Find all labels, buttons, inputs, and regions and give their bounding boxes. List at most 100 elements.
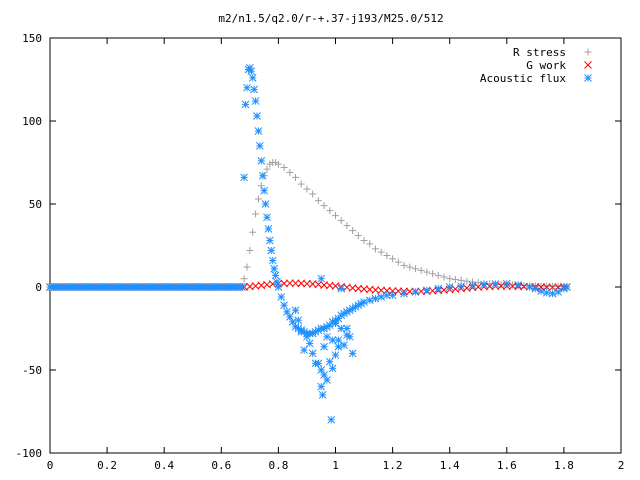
data-point — [303, 332, 311, 341]
data-point — [406, 263, 414, 271]
data-point — [303, 279, 311, 288]
data-point — [274, 160, 282, 168]
data-point — [366, 240, 374, 248]
data-point — [297, 279, 306, 288]
x-tick-label: 0.2 — [97, 459, 117, 472]
data-point — [280, 279, 288, 288]
data-point — [267, 246, 276, 255]
data-point — [300, 346, 308, 354]
data-point — [270, 264, 278, 273]
data-point — [445, 283, 454, 291]
data-point — [337, 284, 346, 293]
data-point — [348, 349, 357, 358]
data-point — [365, 296, 374, 305]
data-point — [243, 83, 251, 92]
data-point — [357, 299, 366, 308]
data-point — [264, 225, 273, 233]
data-point — [314, 359, 323, 368]
data-point — [340, 341, 348, 349]
data-point — [480, 280, 488, 289]
data-point — [280, 301, 288, 310]
data-point — [297, 327, 306, 336]
data-point — [377, 293, 386, 301]
x-tick-label: 0.6 — [211, 459, 231, 472]
data-point — [253, 112, 261, 120]
data-point — [288, 318, 297, 326]
data-point — [247, 67, 256, 76]
data-point — [268, 256, 277, 265]
data-point — [294, 316, 303, 325]
legend-label: Acoustic flux — [480, 72, 566, 85]
x-tick-label: 0 — [47, 459, 54, 472]
data-point — [258, 171, 267, 180]
data-point — [257, 156, 266, 165]
data-point — [371, 286, 380, 294]
data-point — [328, 364, 337, 373]
data-point — [446, 275, 454, 283]
data-point — [502, 279, 511, 288]
data-point — [514, 281, 523, 289]
data-point — [272, 159, 280, 166]
legend-marker — [584, 74, 592, 82]
data-point — [360, 298, 368, 306]
data-point — [323, 376, 331, 384]
data-point — [400, 289, 408, 298]
data-point — [318, 391, 327, 399]
series-acoustic-flux — [46, 64, 571, 424]
data-point — [411, 265, 419, 273]
data-point — [440, 273, 448, 281]
data-point — [383, 251, 391, 259]
data-point — [325, 357, 334, 366]
data-point — [260, 186, 268, 195]
x-tick-label: 0.8 — [268, 459, 288, 472]
data-point — [246, 246, 254, 254]
data-point — [417, 266, 425, 274]
data-point — [334, 342, 343, 351]
data-point — [303, 185, 311, 193]
data-point — [254, 127, 263, 135]
data-point — [377, 248, 385, 256]
data-point — [388, 291, 397, 300]
data-point — [238, 283, 246, 291]
y-tick-label: -50 — [22, 364, 42, 377]
data-point — [250, 85, 258, 94]
data-point — [255, 142, 264, 150]
data-point — [271, 271, 280, 280]
data-point — [411, 288, 420, 296]
data-point — [491, 280, 500, 288]
x-tick-label: 1.2 — [383, 459, 403, 472]
data-point — [320, 202, 328, 210]
data-point — [337, 217, 345, 225]
plot-frame — [49, 37, 622, 454]
data-point — [354, 232, 362, 240]
data-point — [286, 168, 294, 176]
series-r-stress — [240, 159, 571, 291]
data-point — [263, 213, 271, 222]
data-point — [251, 97, 260, 105]
data-point — [308, 349, 317, 358]
data-point — [371, 245, 379, 253]
axis-ticks — [49, 37, 622, 454]
chart-title: m2/n1.5/q2.0/r-+.37-j193/M25.0/512 — [218, 12, 443, 25]
data-point — [332, 212, 339, 220]
y-tick-label: 150 — [22, 32, 42, 45]
data-point — [243, 263, 251, 271]
y-tick-label: 0 — [35, 281, 42, 294]
data-point — [429, 270, 437, 278]
data-point — [360, 237, 368, 245]
data-point — [451, 276, 459, 284]
data-point — [263, 165, 271, 173]
x-tick-label: 2 — [618, 459, 625, 472]
data-point — [326, 207, 334, 215]
data-point — [434, 271, 442, 279]
axis-tick-labels: 0 0.2 0.4 0.6 0.8 1 1.2 1.4 1.6 1.8 2 150 100 50 0 -50 -… — [16, 32, 625, 472]
data-point — [525, 283, 534, 291]
data-point — [343, 324, 351, 333]
data-point — [331, 319, 340, 328]
data-point — [292, 173, 300, 181]
data-point — [371, 294, 380, 303]
data-point — [320, 342, 328, 351]
data-point — [248, 73, 257, 82]
data-point — [273, 278, 281, 286]
